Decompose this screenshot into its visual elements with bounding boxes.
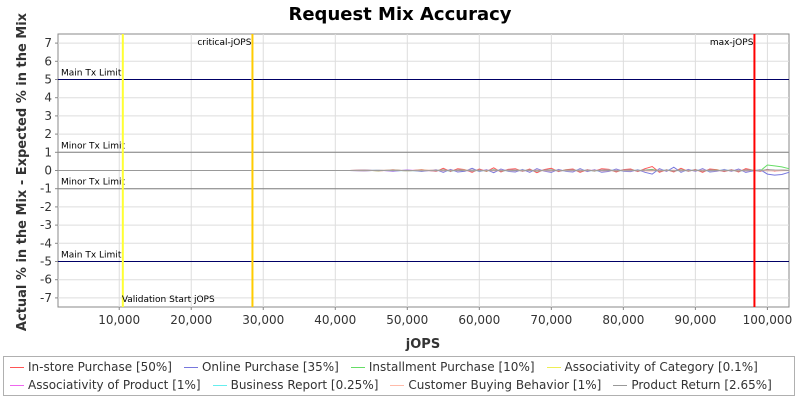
legend-swatch: [212, 384, 227, 386]
marker-line-label: Validation Start jOPS: [122, 295, 215, 305]
legend-item: Online Purchase [35%]: [183, 358, 339, 376]
legend-item: Product Return [2.65%]: [613, 376, 772, 394]
y-tick-label: 1: [44, 145, 52, 159]
legend-label: Online Purchase [35%]: [201, 360, 339, 374]
legend-label: Installment Purchase [10%]: [368, 360, 535, 374]
y-tick-label: 7: [44, 36, 52, 50]
series-line: [58, 169, 790, 172]
y-tick-label: 0: [44, 164, 52, 178]
legend-swatch: [10, 366, 24, 368]
legend-swatch: [183, 366, 198, 368]
x-tick-label: 60,000: [458, 313, 500, 327]
legend-item: In-store Purchase [50%]: [10, 358, 172, 376]
legend-label: Product Return [2.65%]: [631, 378, 772, 392]
legend-item: Associativity of Product [1%]: [10, 376, 201, 394]
legend-label: Associativity of Category [0.1%]: [564, 360, 758, 374]
x-tick-label: 20,000: [170, 313, 212, 327]
legend-swatch: [350, 366, 365, 368]
y-tick-label: -4: [40, 236, 52, 250]
legend-item: Customer Buying Behavior [1%]: [390, 376, 601, 394]
x-tick-label: 40,000: [314, 313, 356, 327]
y-axis-label: Actual % in the Mix - Expected % in the …: [15, 12, 30, 331]
legend-label: Business Report [0.25%]: [230, 378, 379, 392]
marker-line-label: max-jOPS: [710, 38, 754, 48]
legend-label: Customer Buying Behavior [1%]: [408, 378, 602, 392]
y-tick-label: 4: [44, 91, 52, 105]
legend-label: In-store Purchase [50%]: [28, 360, 172, 374]
x-tick-label: 70,000: [530, 313, 572, 327]
x-tick-label: 100,000: [743, 313, 793, 327]
marker-lines: Validation Start jOPS critical-jOPS max-jO…: [121, 34, 756, 307]
chart-title: Request Mix Accuracy: [288, 4, 511, 25]
x-tick-label: 10,000: [98, 313, 140, 327]
legend-item: Business Report [0.25%]: [212, 376, 379, 394]
x-tick-label: 80,000: [602, 313, 644, 327]
marker-line-label: critical-jOPS: [197, 38, 251, 48]
y-tick-label: 2: [44, 127, 52, 141]
series-lines: [58, 164, 790, 176]
y-tick-label: -7: [40, 291, 52, 305]
x-tick-label: 90,000: [674, 313, 716, 327]
legend-item: Associativity of Category [0.1%]: [546, 358, 758, 376]
y-tick-label: 6: [44, 54, 52, 68]
y-tick-label: -3: [40, 218, 52, 232]
chart: Request Mix Accuracy Main Tx Limit Minor …: [15, 4, 792, 352]
y-tick-label: -1: [40, 182, 52, 196]
y-axis-ticks: 7 6 5 4 3 2 1 0 -1 -2 -3 -4 -5 -6 -7: [40, 36, 58, 305]
limit-line-label: Minor Tx Limit: [61, 178, 126, 188]
x-axis-ticks: 10,000 20,000 30,000 40,000 50,000 60,000 70,0…: [98, 307, 792, 327]
limit-line-label: Minor Tx Limit: [61, 141, 126, 151]
legend-swatch: [10, 384, 24, 386]
legend-swatch: [613, 384, 628, 386]
legend-item: Installment Purchase [10%]: [350, 358, 535, 376]
y-tick-label: -5: [40, 255, 52, 269]
x-tick-label: 30,000: [242, 313, 284, 327]
legend-swatch: [390, 384, 405, 386]
limit-lines: Main Tx Limit Minor Tx Limit Minor Tx Limi…: [58, 69, 789, 262]
legend-label: Associativity of Product [1%]: [28, 378, 201, 392]
legend-swatch: [546, 366, 561, 368]
x-tick-label: 50,000: [386, 313, 428, 327]
y-tick-label: 5: [44, 73, 52, 87]
y-tick-label: 3: [44, 109, 52, 123]
x-axis-label: jOPS: [405, 337, 440, 352]
legend: In-store Purchase [50%] Online Purchase […: [3, 356, 795, 396]
limit-line-label: Main Tx Limit: [61, 69, 122, 79]
limit-line-label: Main Tx Limit: [61, 251, 122, 261]
y-tick-label: -2: [40, 200, 52, 214]
y-tick-label: -6: [40, 273, 52, 287]
